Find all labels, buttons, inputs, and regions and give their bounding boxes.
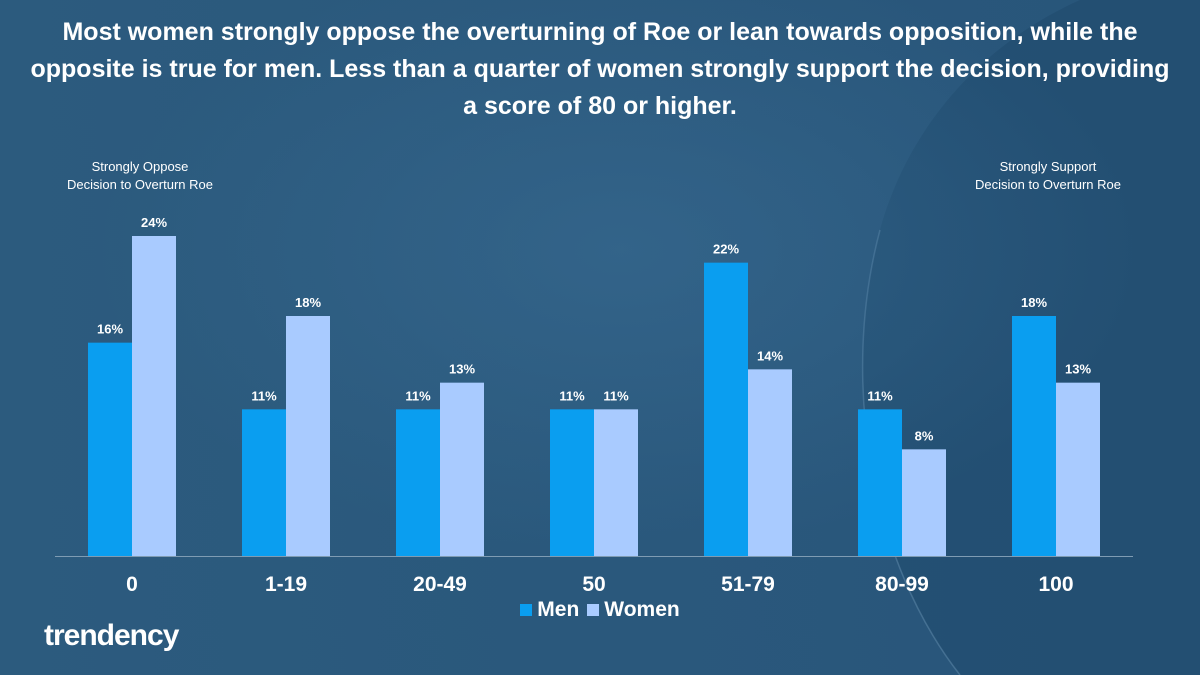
chart-title: Most women strongly oppose the overturni… [30, 18, 1170, 120]
legend-item-women: Women [587, 598, 680, 622]
data-label-women-50: 11% [603, 388, 629, 403]
bar-men-0 [88, 342, 132, 556]
data-label-women-1-19: 18% [295, 295, 321, 310]
legend-item-men: Men [520, 598, 579, 622]
bar-men-100 [1012, 316, 1056, 556]
bar-women-80-99 [902, 449, 946, 556]
data-label-women-51-79: 14% [757, 348, 783, 363]
legend-label-men: Men [537, 598, 580, 621]
data-label-men-100: 18% [1021, 295, 1047, 310]
data-label-men-1-19: 11% [251, 388, 277, 403]
x-tick-label-50: 50 [582, 573, 605, 596]
data-label-men-20-49: 11% [405, 388, 431, 403]
bar-women-51-79 [748, 369, 792, 556]
bar-women-50 [594, 409, 638, 556]
data-label-women-100: 13% [1065, 362, 1091, 377]
strongly-support-annotation: Strongly Support Decision to Overturn Ro… [938, 158, 1158, 194]
bar-men-51-79 [704, 262, 748, 556]
data-label-women-20-49: 13% [449, 362, 475, 377]
trendency-logo: trendency [44, 618, 214, 658]
bar-women-20-49 [440, 382, 484, 556]
data-label-women-0: 24% [141, 215, 167, 230]
data-label-men-80-99: 11% [867, 388, 893, 403]
x-tick-label-80-99: 80-99 [875, 573, 929, 596]
bar-women-100 [1056, 382, 1100, 556]
x-tick-label-20-49: 20-49 [413, 573, 467, 596]
data-label-men-0: 16% [97, 322, 123, 337]
legend-swatch-men [520, 604, 533, 616]
annotation-left-line2: Decision to Overturn Roe [67, 177, 213, 192]
bar-men-1-19 [242, 409, 286, 556]
data-label-women-80-99: 8% [915, 428, 934, 443]
bar-men-50 [550, 409, 594, 556]
annotation-left-line1: Strongly Oppose [91, 159, 189, 174]
legend-label-women: Women [604, 598, 680, 621]
data-label-men-51-79: 22% [713, 242, 739, 257]
annotation-right-line1: Strongly Support [999, 159, 1097, 174]
x-tick-label-0: 0 [126, 573, 138, 596]
x-tick-label-51-79: 51-79 [721, 573, 775, 596]
annotation-right-line2: Decision to Overturn Roe [975, 177, 1121, 192]
x-tick-label-100: 100 [1038, 573, 1073, 596]
legend-swatch-women [587, 604, 600, 616]
strongly-oppose-annotation: Strongly Oppose Decision to Overturn Roe [30, 158, 250, 194]
data-label-men-50: 11% [559, 388, 585, 403]
x-tick-label-1-19: 1-19 [265, 573, 307, 596]
bar-women-1-19 [286, 316, 330, 556]
bar-men-80-99 [858, 409, 902, 556]
logo-wordmark: trendency [44, 619, 179, 652]
legend: Men Women [0, 598, 1200, 622]
bar-women-0 [132, 236, 176, 556]
bar-men-20-49 [396, 409, 440, 556]
